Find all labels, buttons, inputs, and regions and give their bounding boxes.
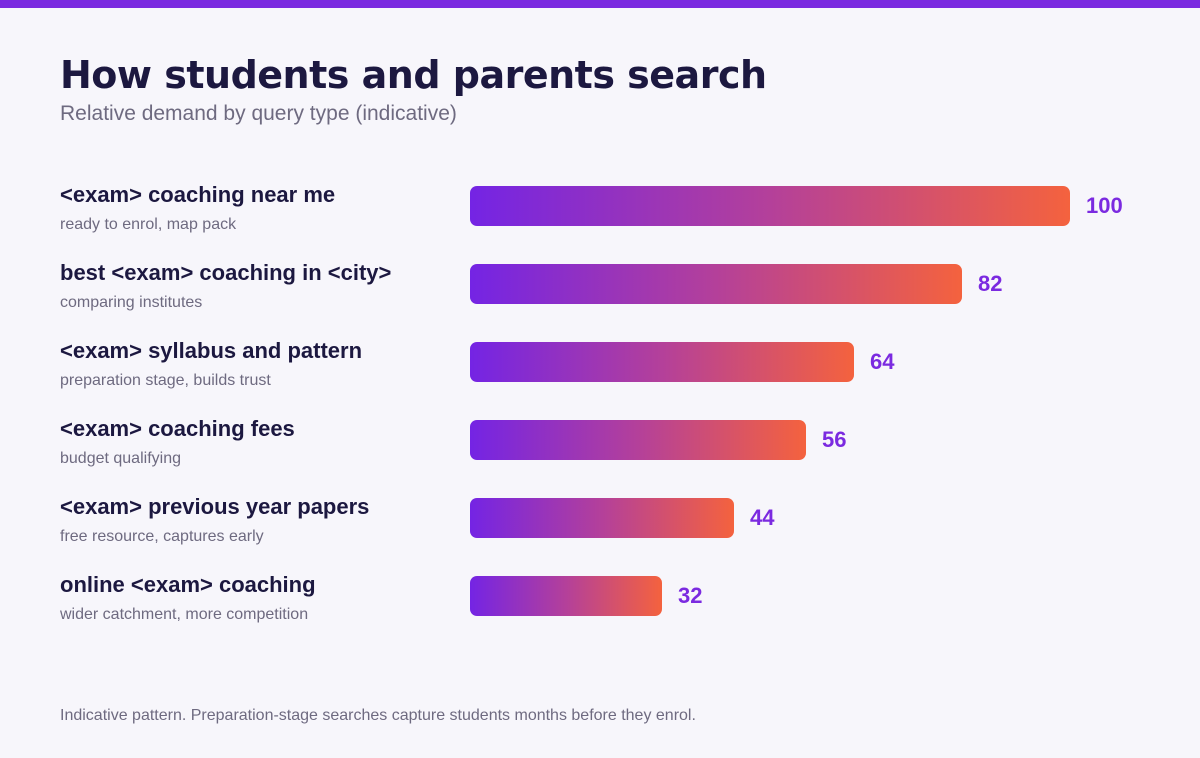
bar (470, 342, 854, 382)
bar-value-label: 56 (822, 427, 847, 452)
bar-value-label: 44 (750, 505, 775, 530)
bar-value-label: 100 (1086, 193, 1123, 218)
category-label: <exam> coaching fees (60, 416, 295, 441)
chart-subtitle: Relative demand by query type (indicativ… (60, 102, 457, 125)
bar (470, 576, 662, 616)
bar (470, 186, 1070, 226)
bar (470, 420, 806, 460)
category-note: comparing institutes (60, 294, 203, 311)
chart-title: How students and parents search (60, 53, 767, 97)
category-note: wider catchment, more competition (60, 606, 309, 623)
category-label: <exam> previous year papers (60, 494, 370, 519)
bar (470, 498, 734, 538)
category-note: free resource, captures early (60, 528, 264, 545)
bar-value-label: 82 (978, 271, 1003, 296)
category-note: preparation stage, builds trust (60, 372, 271, 389)
category-note: budget qualifying (60, 450, 181, 467)
bar-chart: <exam> coaching near me ready to enrol, m… (0, 181, 1200, 649)
bar-value-label: 32 (678, 583, 703, 608)
category-label: <exam> coaching near me (60, 182, 336, 207)
chart-footnote: Indicative pattern. Preparation-stage se… (60, 707, 696, 724)
chart-row: online <exam> coaching wider catchment, m… (0, 571, 1200, 649)
chart-row: <exam> coaching near me ready to enrol, m… (0, 181, 1200, 259)
chart-row: <exam> coaching fees budget qualifying 56 (0, 415, 1200, 493)
category-label: <exam> syllabus and pattern (60, 338, 363, 363)
category-label: best <exam> coaching in <city> (60, 260, 392, 285)
category-label: online <exam> coaching (60, 572, 316, 597)
chart-row: <exam> previous year papers free resource… (0, 493, 1200, 571)
bar-value-label: 64 (870, 349, 895, 374)
chart-row: best <exam> coaching in <city> comparing … (0, 259, 1200, 337)
bar (470, 264, 962, 304)
chart-row: <exam> syllabus and pattern preparation s… (0, 337, 1200, 415)
category-note: ready to enrol, map pack (60, 216, 237, 233)
top-accent-bar (0, 0, 1200, 8)
